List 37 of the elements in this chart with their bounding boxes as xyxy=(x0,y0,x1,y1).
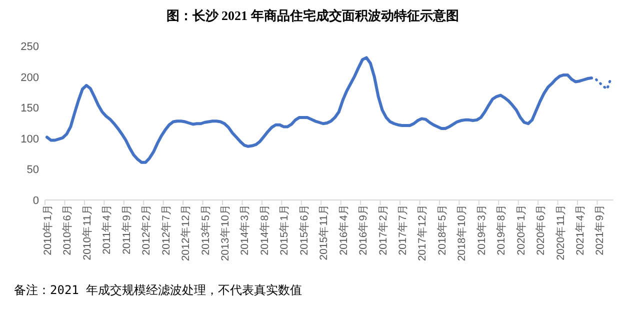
x-tick-label: 2017年12月 xyxy=(416,204,429,262)
x-tick-label: 2011年9月 xyxy=(120,204,133,254)
x-tick-label: 2016年4月 xyxy=(338,204,350,256)
x-tick-label: 2020年6月 xyxy=(535,204,548,256)
x-tick-label: 2015年1月 xyxy=(278,204,291,256)
x-tick-label: 2012年7月 xyxy=(160,204,172,256)
chart-title: 图：长沙 2021 年商品住宅成交面积波动特征示意图 xyxy=(166,8,459,23)
text: 备注：2021 年成交规模经滤波处理，不代表真实数值 xyxy=(14,283,302,297)
y-tick-label: 0 xyxy=(32,195,39,207)
x-tick-label: 2018年10月 xyxy=(456,204,468,262)
x-tick-label: 2019年3月 xyxy=(476,204,488,256)
x-tick-label: 2017年2月 xyxy=(377,204,390,256)
y-tick-label: 250 xyxy=(20,41,39,53)
x-tick-label: 2020年1月 xyxy=(515,204,528,256)
x-tick-label: 2014年8月 xyxy=(258,204,271,256)
x-tick-label: 2013年5月 xyxy=(200,204,212,256)
x-tick-label: 2012年12月 xyxy=(180,204,192,262)
x-tick-label: 2019年8月 xyxy=(496,204,508,256)
x-tick-label: 2010年1月 xyxy=(42,204,54,256)
x-tick-label: 2021年9月 xyxy=(594,204,606,256)
y-tick-label: 100 xyxy=(20,133,39,146)
y-tick-label: 50 xyxy=(26,164,39,176)
x-tick-label: 2010年6月 xyxy=(62,204,74,256)
y-tick-label: 150 xyxy=(20,102,39,115)
x-tick-label: 2018年5月 xyxy=(436,204,448,256)
x-tick-label: 2010年11月 xyxy=(81,204,94,260)
y-tick-label: 200 xyxy=(20,72,39,84)
x-tick-label: 2012年2月 xyxy=(140,204,153,256)
x-tick-label: 2011年4月 xyxy=(101,204,114,254)
x-tick-label: 2015年11月 xyxy=(318,204,330,260)
x-tick-label: 2017年7月 xyxy=(396,204,409,256)
x-tick-label: 2020年11月 xyxy=(554,204,567,260)
x-tick-label: 2014年3月 xyxy=(239,204,252,256)
x-tick-label: 2021年4月 xyxy=(574,204,586,256)
x-tick-label: 2015年6月 xyxy=(298,204,310,256)
x-tick-label: 2016年9月 xyxy=(358,204,370,256)
x-tick-label: 2013年10月 xyxy=(219,204,232,262)
